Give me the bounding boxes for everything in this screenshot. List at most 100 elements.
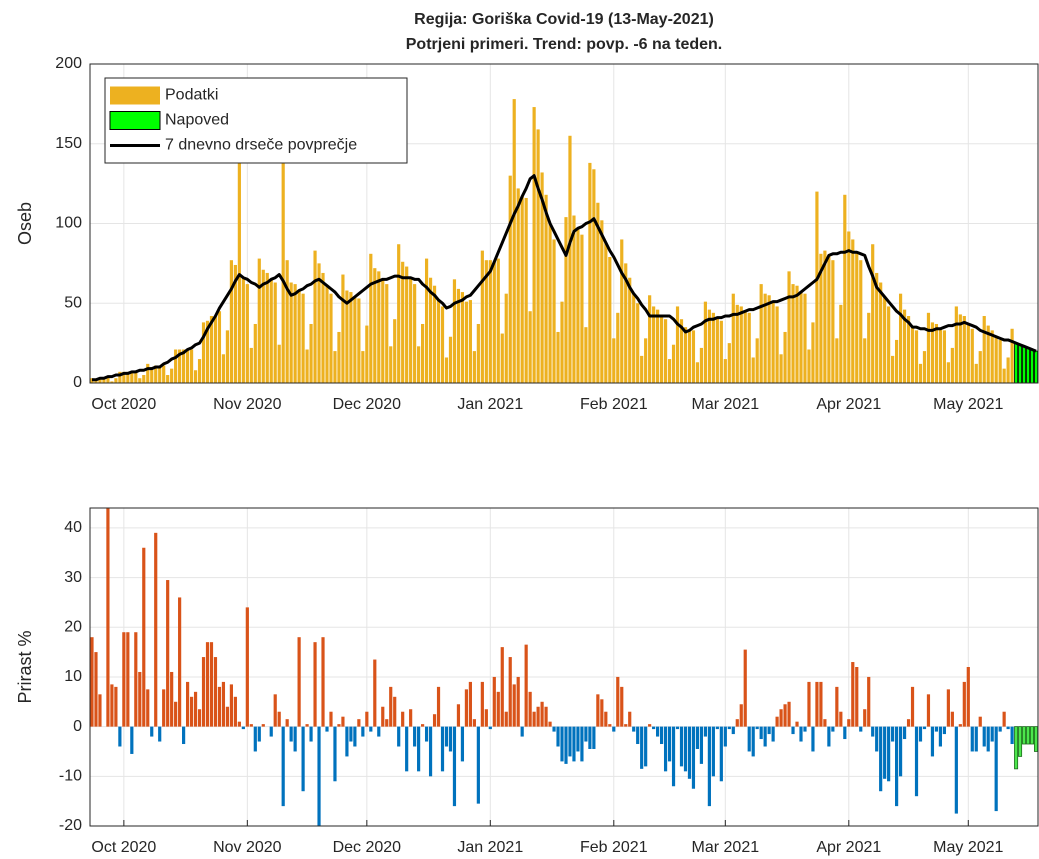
bar xyxy=(488,726,492,730)
bar xyxy=(229,684,233,727)
bar xyxy=(193,691,198,727)
bar xyxy=(432,714,437,727)
bar xyxy=(102,378,106,383)
bar xyxy=(580,234,584,383)
bar xyxy=(249,347,253,383)
bar xyxy=(1006,726,1010,730)
bar xyxy=(883,726,887,779)
x-tick-label: Oct 2020 xyxy=(91,839,156,856)
bar xyxy=(182,726,186,745)
bar xyxy=(496,691,500,727)
bar xyxy=(640,355,644,383)
x-tick-label: Mar 2021 xyxy=(692,396,760,413)
bar xyxy=(683,327,688,383)
bar xyxy=(341,716,345,727)
bar xyxy=(229,260,233,383)
bar xyxy=(926,694,931,727)
bar xyxy=(273,694,277,727)
bar xyxy=(381,706,385,727)
bar xyxy=(134,371,138,383)
legend-label: Podatki xyxy=(165,87,218,104)
bar xyxy=(126,371,130,383)
bar xyxy=(170,671,174,727)
bar xyxy=(918,726,923,742)
bar xyxy=(492,261,496,383)
bar xyxy=(588,162,592,383)
y-tick-label: 40 xyxy=(64,519,82,536)
bar xyxy=(468,681,472,727)
bar xyxy=(361,726,365,737)
bar xyxy=(528,691,532,727)
bar xyxy=(926,312,931,383)
bar xyxy=(719,320,723,383)
bar xyxy=(572,726,576,762)
bar xyxy=(898,293,903,383)
bar xyxy=(675,726,680,730)
bar xyxy=(421,724,425,727)
bar xyxy=(966,323,970,383)
bar xyxy=(747,726,751,752)
bar xyxy=(237,159,241,383)
bar xyxy=(213,316,218,383)
bar xyxy=(221,354,226,383)
bar xyxy=(269,726,273,737)
bar xyxy=(440,306,445,383)
bar xyxy=(628,711,632,727)
bar xyxy=(146,363,150,383)
bar xyxy=(369,253,373,383)
bar xyxy=(803,293,807,383)
trend-line xyxy=(91,174,1037,382)
bar xyxy=(317,263,321,383)
bar xyxy=(950,711,954,727)
bar xyxy=(393,319,397,383)
bar xyxy=(357,719,361,727)
bar xyxy=(986,726,990,752)
bar xyxy=(930,322,935,383)
bar xyxy=(962,681,966,727)
bar xyxy=(261,724,265,727)
bar xyxy=(253,323,257,383)
x-tick-label: Feb 2021 xyxy=(580,396,648,413)
bar xyxy=(556,331,560,383)
bar xyxy=(596,694,600,727)
chart-title: Regija: Goriška Covid-19 (13-May-2021) xyxy=(414,11,714,28)
bar xyxy=(548,223,552,383)
bar xyxy=(297,290,301,383)
legend-swatch xyxy=(109,111,161,130)
bar xyxy=(946,362,950,383)
bar xyxy=(791,726,795,735)
bar xyxy=(524,644,528,727)
bar xyxy=(775,716,779,727)
bar xyxy=(934,323,939,383)
bar xyxy=(556,726,560,747)
bar xyxy=(401,261,405,383)
bar xyxy=(373,268,377,383)
y-tick-label: 20 xyxy=(64,618,82,635)
bar xyxy=(456,288,461,383)
legend-label: 7 dnevno drseče povprečje xyxy=(165,137,357,154)
bar xyxy=(237,721,241,727)
bar xyxy=(831,726,835,732)
bar xyxy=(974,726,978,752)
bar xyxy=(799,726,803,742)
bar xyxy=(174,701,178,727)
bar xyxy=(456,704,461,727)
bar xyxy=(871,726,875,737)
bar xyxy=(205,320,210,383)
legend: Podatki Napoved 7 dnevno drseče povprečje xyxy=(104,77,408,164)
bar xyxy=(381,279,385,383)
bar xyxy=(640,726,644,769)
bar xyxy=(632,293,636,383)
bar xyxy=(357,298,361,383)
bar xyxy=(739,306,743,383)
bar xyxy=(592,726,596,749)
bar xyxy=(576,726,580,752)
bar xyxy=(480,681,484,727)
bar xyxy=(783,331,787,383)
bar xyxy=(162,365,166,383)
bar xyxy=(819,681,823,727)
y-tick-label: 30 xyxy=(64,569,82,586)
bar xyxy=(779,709,783,727)
bar xyxy=(906,316,911,383)
bar xyxy=(616,312,620,383)
